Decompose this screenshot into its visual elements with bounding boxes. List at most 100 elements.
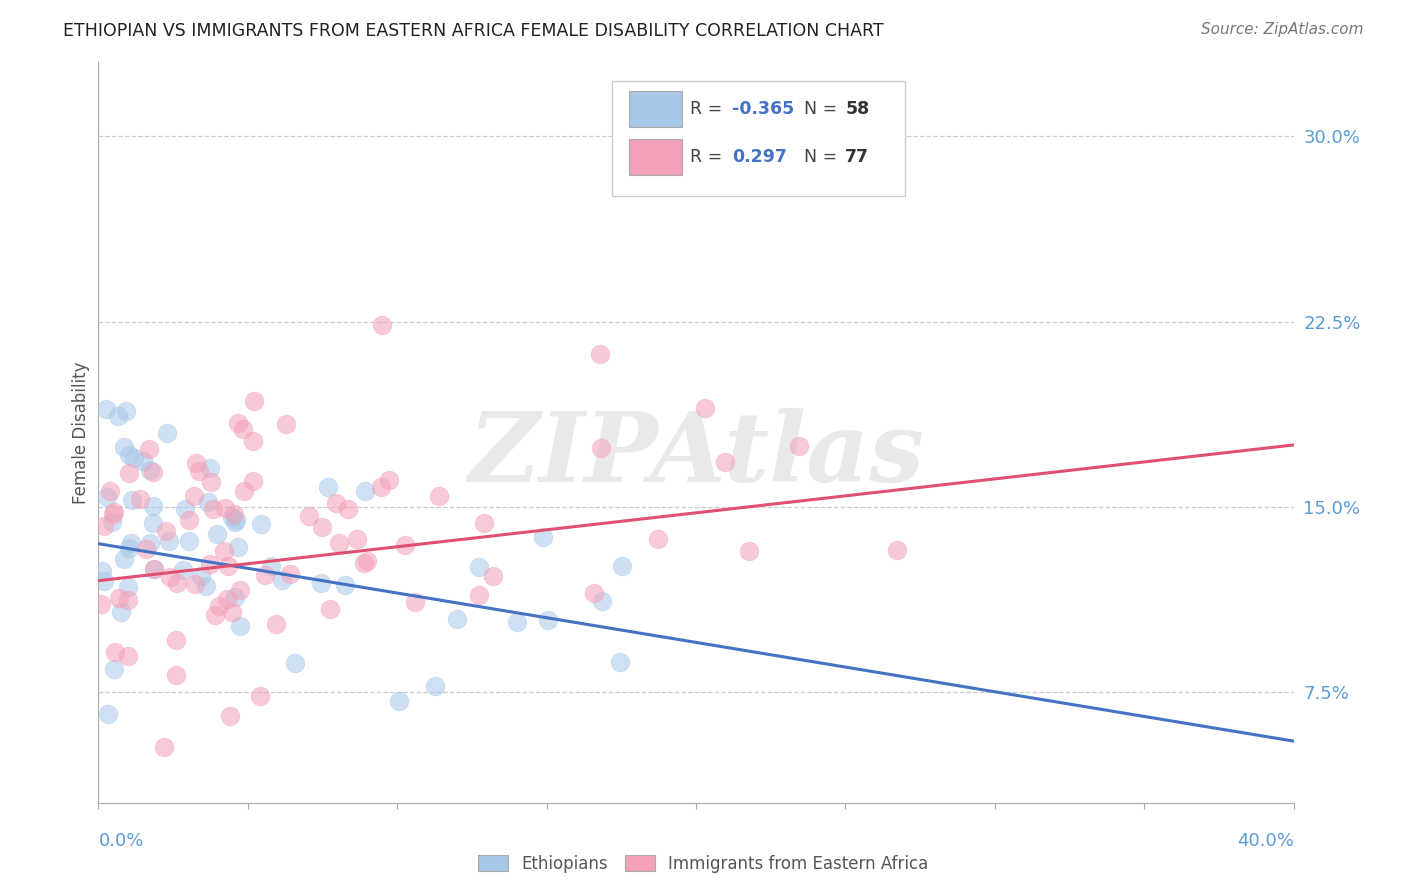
Point xyxy=(221,510,243,524)
Point xyxy=(259,559,281,574)
Point xyxy=(695,401,717,415)
Point xyxy=(224,507,246,521)
Point xyxy=(284,656,307,670)
Text: 0.297: 0.297 xyxy=(733,148,787,166)
FancyBboxPatch shape xyxy=(628,139,682,175)
Point xyxy=(205,526,228,541)
Point xyxy=(132,454,155,468)
Point xyxy=(166,575,188,590)
Point xyxy=(183,490,205,504)
FancyBboxPatch shape xyxy=(628,91,682,127)
Point xyxy=(129,492,152,507)
Point xyxy=(582,586,605,600)
Text: -0.365: -0.365 xyxy=(733,100,794,118)
Text: 0.0%: 0.0% xyxy=(98,832,143,850)
Point xyxy=(404,595,426,609)
Point xyxy=(224,590,246,604)
Point xyxy=(94,401,117,416)
Point xyxy=(214,544,236,558)
Point xyxy=(370,318,392,333)
Point xyxy=(482,568,505,582)
Point xyxy=(789,439,811,453)
Point xyxy=(311,576,333,591)
Point xyxy=(886,543,908,558)
Point xyxy=(138,442,160,456)
Text: 40.0%: 40.0% xyxy=(1237,832,1294,850)
Point xyxy=(325,495,347,509)
Point xyxy=(179,534,201,549)
Point xyxy=(353,556,375,570)
Point xyxy=(120,536,142,550)
Point xyxy=(208,599,231,613)
Point xyxy=(610,559,633,574)
Text: R =: R = xyxy=(690,148,728,166)
Point xyxy=(217,558,239,573)
Point xyxy=(107,409,129,423)
Point xyxy=(249,517,271,532)
Point xyxy=(335,578,357,592)
FancyBboxPatch shape xyxy=(613,81,905,195)
Text: N =: N = xyxy=(804,148,842,166)
Point xyxy=(118,541,141,556)
Point xyxy=(249,689,271,703)
Point xyxy=(354,483,377,498)
Point xyxy=(190,569,212,583)
Point xyxy=(101,507,124,521)
Point xyxy=(346,532,368,546)
Point xyxy=(591,441,613,455)
Point xyxy=(232,484,254,499)
Point xyxy=(90,597,112,611)
Point xyxy=(714,455,737,469)
Point xyxy=(316,480,339,494)
Point xyxy=(221,605,243,619)
Point xyxy=(184,577,207,591)
Text: 77: 77 xyxy=(845,148,869,166)
Point xyxy=(232,422,254,436)
Point xyxy=(198,557,221,571)
Point xyxy=(264,617,287,632)
Point xyxy=(115,403,138,417)
Point xyxy=(112,441,135,455)
Point xyxy=(427,489,450,503)
Point xyxy=(142,516,165,530)
Text: Source: ZipAtlas.com: Source: ZipAtlas.com xyxy=(1201,22,1364,37)
Point xyxy=(537,613,560,627)
Point xyxy=(98,483,121,498)
Point xyxy=(200,475,222,489)
Point xyxy=(172,563,194,577)
Point xyxy=(472,516,495,531)
Point xyxy=(242,475,264,489)
Point xyxy=(110,605,132,619)
Point xyxy=(506,615,529,629)
Point xyxy=(155,524,177,538)
Point xyxy=(738,544,761,558)
Point xyxy=(242,434,264,448)
Text: ZIPAtlas: ZIPAtlas xyxy=(468,408,924,502)
Point xyxy=(159,570,181,584)
Point xyxy=(271,574,294,588)
Point xyxy=(174,502,197,516)
Point xyxy=(202,502,225,516)
Point xyxy=(121,492,143,507)
Point xyxy=(93,574,115,588)
Point xyxy=(198,461,221,475)
Point xyxy=(226,416,249,430)
Point xyxy=(118,448,141,462)
Point xyxy=(446,612,468,626)
Point xyxy=(214,501,236,516)
Point xyxy=(139,463,162,477)
Point xyxy=(97,707,120,722)
Point xyxy=(142,465,165,479)
Legend: Ethiopians, Immigrants from Eastern Africa: Ethiopians, Immigrants from Eastern Afri… xyxy=(471,848,935,880)
Point xyxy=(179,513,201,527)
Point xyxy=(388,694,411,708)
Point xyxy=(118,467,141,481)
Point xyxy=(423,679,446,693)
Point xyxy=(107,591,129,605)
Point xyxy=(468,560,491,574)
Point xyxy=(165,668,187,682)
Point xyxy=(90,564,112,578)
Point xyxy=(204,608,226,623)
Text: 58: 58 xyxy=(845,100,869,118)
Point xyxy=(117,649,139,664)
